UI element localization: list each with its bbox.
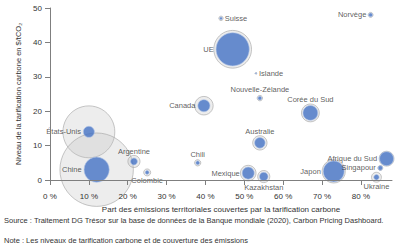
svg-text:Kazakhstan: Kazakhstan <box>244 183 283 192</box>
svg-text:0 %: 0 % <box>43 192 57 201</box>
svg-text:50: 50 <box>33 4 42 13</box>
svg-text:Colombie: Colombie <box>131 176 163 186</box>
svg-text:60 %: 60 % <box>274 192 292 201</box>
svg-text:Argentine: Argentine <box>118 147 150 156</box>
svg-text:70 %: 70 % <box>313 192 331 201</box>
svg-text:80 %: 80 % <box>352 192 370 201</box>
svg-text:10 %: 10 % <box>80 192 98 201</box>
svg-text:10: 10 <box>33 141 42 150</box>
svg-text:Part des émissions territorial: Part des émissions territoriales couvert… <box>102 205 341 214</box>
svg-text:Ukraine: Ukraine <box>364 182 390 191</box>
svg-text:Australie: Australie <box>245 127 274 136</box>
svg-text:Japon: Japon <box>300 167 320 176</box>
svg-text:UE: UE <box>203 45 213 54</box>
svg-text:Suisse: Suisse <box>225 14 248 23</box>
svg-text:Chine: Chine <box>62 165 82 174</box>
svg-text:Norvège: Norvège <box>338 10 366 19</box>
svg-text:30 %: 30 % <box>157 192 175 201</box>
svg-text:0: 0 <box>38 176 43 185</box>
svg-text:Source : Traitement DG Trésor: Source : Traitement DG Trésor sur la bas… <box>4 216 383 225</box>
svg-text:20 %: 20 % <box>119 192 137 201</box>
svg-text:Mexique: Mexique <box>211 169 239 178</box>
svg-text:Afrique du Sud: Afrique du Sud <box>328 154 378 163</box>
svg-text:Singapour: Singapour <box>342 163 377 172</box>
svg-text:30: 30 <box>33 72 42 81</box>
svg-text:Corée du Sud: Corée du Sud <box>287 95 333 104</box>
svg-text:Islande: Islande <box>259 69 283 78</box>
svg-text:Nouvelle-Zélande: Nouvelle-Zélande <box>230 85 289 94</box>
svg-text:États-Unis: États-Unis <box>46 127 81 136</box>
svg-text:Chili: Chili <box>190 150 205 159</box>
svg-text:20: 20 <box>33 107 42 116</box>
svg-text:Niveau de la tarification carb: Niveau de la tarification carbone en $/t… <box>14 23 23 165</box>
svg-text:40: 40 <box>33 38 42 47</box>
svg-text:Canada: Canada <box>169 101 196 110</box>
svg-text:50 %: 50 % <box>235 192 253 201</box>
svg-text:40 %: 40 % <box>196 192 214 201</box>
svg-text:Note : Les niveaux de tarifica: Note : Les niveaux de tarification carbo… <box>4 236 248 245</box>
